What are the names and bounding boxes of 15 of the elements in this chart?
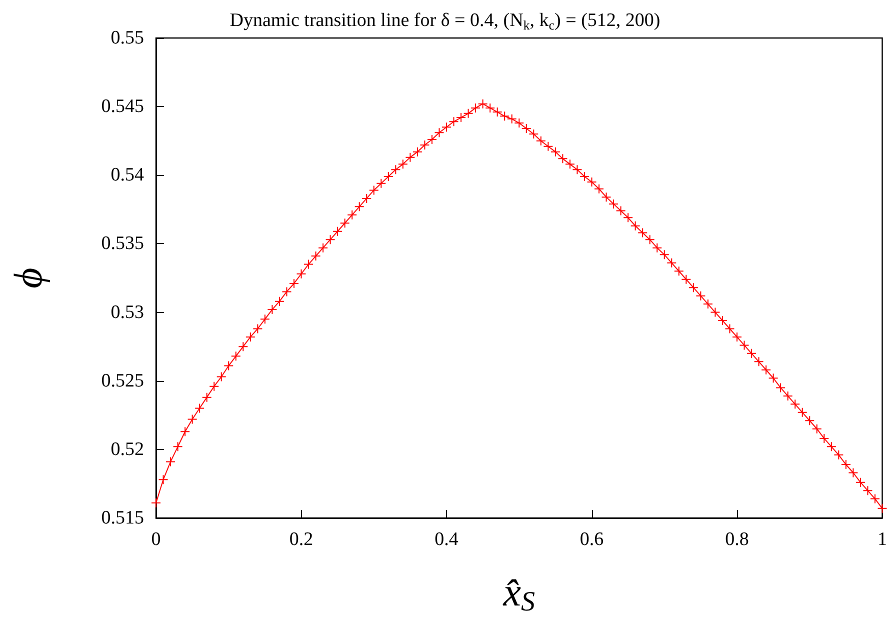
y-tick-label: 0.53 <box>110 302 144 323</box>
y-tick-label: 0.55 <box>110 28 144 48</box>
y-tick-label: 0.515 <box>101 508 144 528</box>
y-tick-label: 0.535 <box>101 233 144 254</box>
x-tick-label: 0.4 <box>434 529 459 550</box>
x-tick-label: 0.2 <box>289 529 314 550</box>
y-tick-label: 0.525 <box>101 370 144 392</box>
x-tick-label: 0.6 <box>580 529 604 550</box>
x-tick-label: 1 <box>878 529 887 550</box>
y-axis-title: ϕ <box>6 268 50 288</box>
x-tick-label: 0.8 <box>725 529 749 550</box>
x-tick-label: 0 <box>151 529 161 550</box>
y-tick-label: 0.545 <box>101 96 144 118</box>
y-tick-label: 0.54 <box>110 164 144 186</box>
y-tick-label: 0.52 <box>110 438 144 460</box>
